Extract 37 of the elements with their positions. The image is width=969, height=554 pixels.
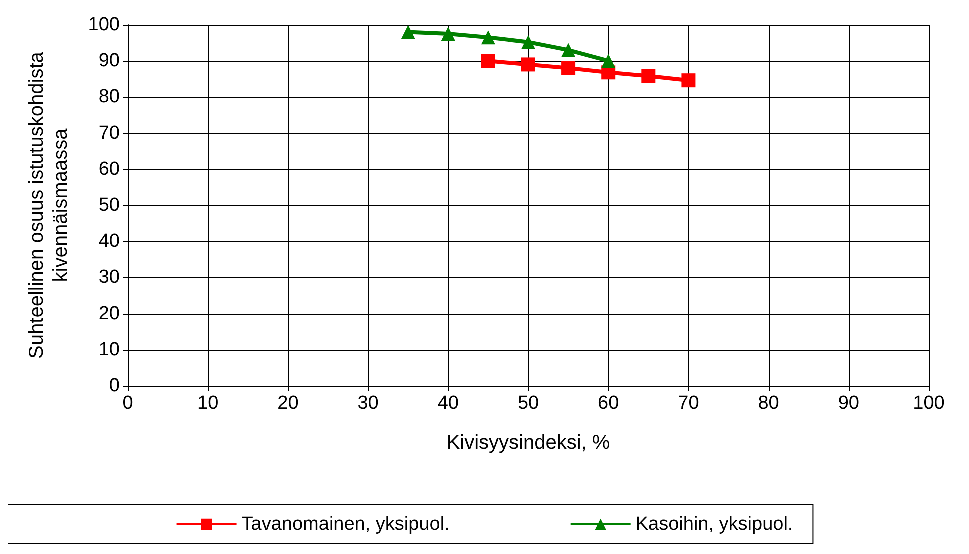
point	[562, 61, 576, 76]
point	[481, 30, 496, 45]
y-tick-label: 100	[88, 14, 120, 36]
legend-label: Kasoihin, yksipuol.	[636, 514, 794, 535]
x-tick-label: 70	[678, 393, 700, 414]
point	[562, 43, 576, 58]
point	[642, 69, 656, 84]
y-tick-label: 10	[98, 339, 120, 360]
y-tick-label: 30	[98, 267, 120, 288]
y-axis-title: Suhteellinen osuus istutuskohdista kivennäismaassa	[26, 51, 72, 359]
x-axis-title: Kivisyysindeksi, %	[446, 432, 610, 454]
y-tick-label: 20	[98, 303, 120, 324]
point	[401, 25, 416, 40]
y-tick-label: 70	[98, 122, 120, 144]
y-tick-label: 50	[98, 195, 120, 216]
y-tick-label: 90	[98, 50, 120, 72]
point	[682, 74, 696, 88]
legend-label: Tavanomainen, yksipuol.	[242, 514, 450, 535]
y-tick-label: 60	[98, 158, 120, 180]
y-tick-label: 0	[109, 376, 120, 396]
point	[441, 27, 456, 42]
x-tick-label: 60	[598, 393, 620, 414]
x-tick-label: 40	[438, 393, 459, 414]
point	[522, 58, 536, 72]
x-tick-label: 100	[913, 393, 945, 414]
x-tick-label: 50	[518, 393, 540, 414]
point	[602, 54, 616, 68]
x-tick-label: 20	[278, 393, 299, 414]
y-tick-label: 40	[98, 231, 120, 252]
y-tick-label: 80	[98, 86, 120, 108]
x-tick-label: 30	[358, 393, 379, 414]
point	[481, 54, 496, 68]
x-tick-label: 0	[122, 393, 134, 414]
x-tick-label: 10	[198, 393, 219, 414]
x-tick-label: 90	[838, 393, 860, 414]
point	[522, 35, 536, 50]
x-tick-label: 80	[758, 393, 780, 414]
